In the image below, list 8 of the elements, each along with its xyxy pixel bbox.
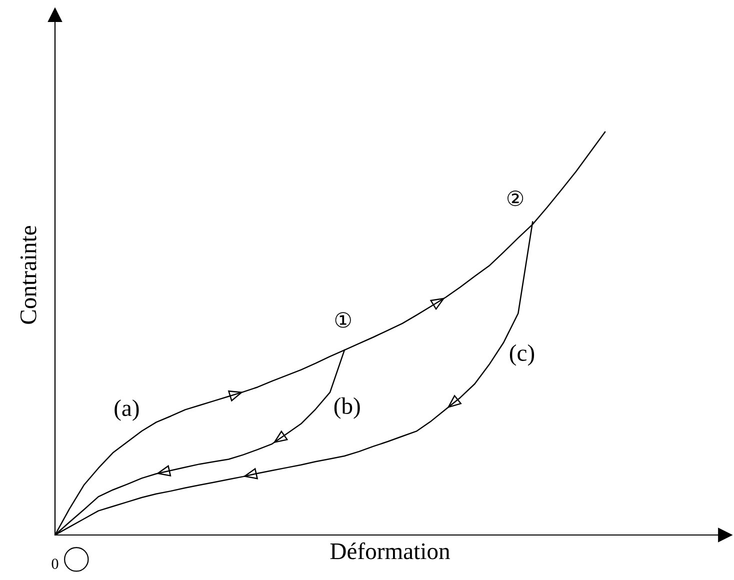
text: 0: [52, 558, 58, 569]
annotation: ②: [507, 190, 524, 206]
y-axis-title: Contrainte: [20, 226, 36, 324]
x-axis-title: Déformation: [330, 542, 450, 560]
annotation: (b): [334, 397, 360, 419]
annotation: (c): [510, 344, 534, 366]
annotation: (a): [114, 399, 139, 421]
annotation: ①: [335, 312, 351, 328]
